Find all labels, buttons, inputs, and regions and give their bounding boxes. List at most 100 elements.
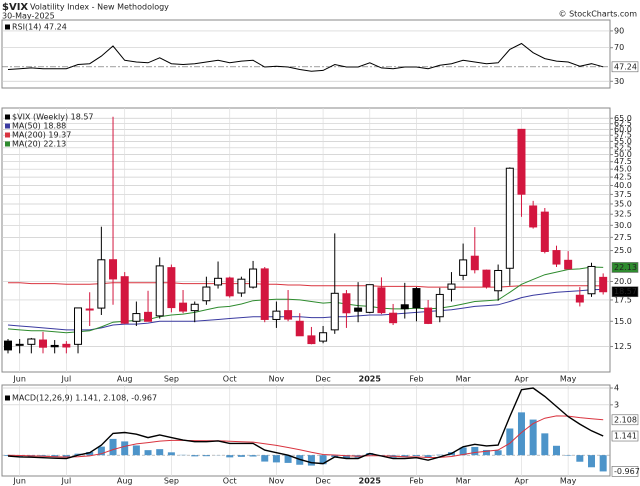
y-tick-label: 62.5 — [614, 119, 632, 128]
candle-body — [284, 310, 293, 320]
y-tick-label: 37.5 — [614, 190, 632, 199]
candle-body — [342, 293, 351, 314]
y-tick-label: 15.0 — [614, 317, 632, 326]
candle-body — [295, 320, 304, 337]
x-tick-label: Jul — [61, 477, 72, 486]
x-tick-label: Feb — [409, 477, 423, 486]
x-tick-label: May — [560, 477, 577, 486]
signal-line — [7, 415, 604, 459]
x-tick-label: Feb — [409, 375, 423, 384]
candle-body — [400, 304, 409, 310]
x-tick-label: Jun — [12, 375, 26, 384]
histogram-bar — [261, 455, 269, 462]
value-box-label: 47.24 — [614, 62, 637, 71]
histogram-bar — [401, 455, 409, 458]
y-tick-label: 90 — [614, 26, 624, 35]
candle-body — [249, 268, 258, 288]
histogram-bar — [436, 454, 444, 456]
histogram-bar — [599, 455, 607, 472]
legend-label: MA(200) 19.37 — [12, 131, 71, 140]
value-box-label: 22.13 — [614, 263, 637, 272]
x-tick-label: Sep — [164, 375, 179, 384]
x-tick-label: May — [560, 375, 577, 384]
value-box — [611, 430, 639, 442]
histogram-bar — [121, 441, 129, 456]
y-tick-label: 3 — [614, 400, 619, 409]
x-tick-label: Aug — [117, 375, 133, 384]
symbol: $VIX — [2, 2, 28, 13]
candle-body — [39, 339, 48, 348]
y-tick-label: 57.5 — [614, 131, 632, 140]
histogram-bar — [202, 455, 210, 457]
x-tick-label: Oct — [223, 375, 237, 384]
legend-label: MA(50) 18.88 — [12, 122, 66, 131]
candle-body — [354, 307, 363, 312]
candle-body — [237, 278, 246, 294]
histogram-bar — [552, 445, 560, 456]
candle-body — [62, 343, 71, 348]
y-tick-label: 65.0 — [614, 114, 632, 123]
histogram-bar — [529, 419, 537, 456]
candle-body — [109, 259, 118, 280]
y-tick-label: 42.5 — [614, 173, 632, 182]
y-tick-label: 35.0 — [614, 199, 632, 208]
legend-swatch — [5, 24, 10, 30]
rsi-line — [7, 42, 604, 72]
candle-body — [494, 269, 503, 292]
y-tick-label: 70 — [614, 43, 624, 52]
x-tick-label: 2025 — [359, 375, 382, 384]
x-tick-label: Jun — [12, 477, 26, 486]
histogram-bar — [249, 455, 257, 457]
candle-body — [155, 265, 164, 317]
candle-body — [470, 255, 479, 271]
candle-body — [50, 344, 59, 348]
histogram-bar — [97, 446, 105, 456]
y-tick-label: 25.0 — [614, 246, 632, 255]
x-tick-label: Nov — [269, 477, 285, 486]
legend-label: MACD(12,26,9) 1.141, 2.108, -0.967 — [12, 394, 157, 403]
moving-average — [8, 282, 604, 288]
candle-body — [424, 307, 433, 324]
candle-body — [599, 276, 608, 293]
candle-body — [435, 293, 444, 318]
histogram-bar — [494, 450, 502, 456]
histogram-bar — [272, 455, 280, 463]
y-tick-label: 4 — [614, 384, 619, 393]
histogram-bar — [424, 455, 432, 458]
candle-body — [202, 286, 211, 302]
candle-body — [167, 267, 176, 309]
x-tick-label: Apr — [515, 375, 530, 384]
histogram-bar — [109, 438, 117, 456]
candle-body — [144, 311, 153, 322]
candle-body — [179, 302, 188, 312]
candle-body — [132, 313, 141, 322]
x-tick-label: Apr — [515, 477, 530, 486]
legend-swatch — [5, 114, 10, 120]
x-tick-label: Sep — [164, 477, 179, 486]
histogram-bar — [156, 449, 164, 456]
value-box-label: 1.141 — [614, 432, 637, 441]
legend-swatch — [5, 395, 10, 401]
histogram-bar — [319, 455, 327, 465]
candle-body — [575, 294, 584, 303]
value-box — [611, 262, 639, 273]
candle-body — [540, 211, 549, 252]
chart-date: 30-May-2025 — [2, 12, 55, 21]
legend-label: RSI(14) 47.24 — [12, 23, 67, 32]
y-tick-label: 55.0 — [614, 137, 632, 146]
y-tick-label: 60.0 — [614, 125, 632, 134]
histogram-bar — [86, 451, 94, 456]
candle-body — [517, 128, 526, 195]
y-tick-label: 30.0 — [614, 221, 632, 230]
y-tick-label: 52.5 — [614, 143, 632, 152]
security-name: Volatility Index - New Methodology — [30, 3, 169, 12]
histogram-bar — [412, 455, 420, 457]
histogram-bar — [237, 455, 245, 457]
histogram-bar — [144, 450, 152, 456]
candle-body — [482, 269, 491, 288]
candle-body — [4, 340, 12, 351]
value-box-label: -0.967 — [614, 467, 640, 476]
candle-body — [552, 250, 561, 265]
histogram-bar — [517, 412, 525, 456]
